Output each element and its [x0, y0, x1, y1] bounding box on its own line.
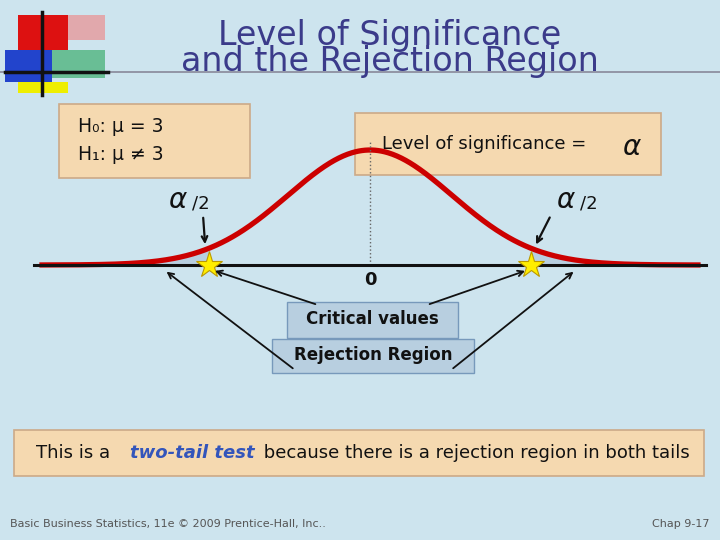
- FancyBboxPatch shape: [355, 113, 661, 175]
- Text: 0: 0: [364, 271, 377, 289]
- Polygon shape: [18, 15, 68, 50]
- Text: /2: /2: [192, 195, 210, 213]
- Text: Rejection Region: Rejection Region: [294, 346, 452, 364]
- Text: $\alpha$: $\alpha$: [556, 186, 576, 214]
- FancyBboxPatch shape: [14, 430, 704, 476]
- Polygon shape: [52, 50, 105, 78]
- Polygon shape: [531, 248, 698, 265]
- FancyBboxPatch shape: [59, 104, 250, 178]
- Polygon shape: [42, 248, 209, 265]
- Text: This is a: This is a: [36, 444, 116, 462]
- Text: $\alpha$: $\alpha$: [168, 186, 188, 214]
- Text: Level of Significance: Level of Significance: [218, 18, 562, 51]
- Polygon shape: [5, 50, 52, 82]
- Polygon shape: [68, 15, 105, 40]
- Text: Basic Business Statistics, 11e © 2009 Prentice-Hall, Inc..: Basic Business Statistics, 11e © 2009 Pr…: [10, 519, 326, 529]
- Text: H₁: μ ≠ 3: H₁: μ ≠ 3: [78, 145, 163, 165]
- Text: /2: /2: [580, 195, 598, 213]
- FancyBboxPatch shape: [272, 339, 474, 373]
- Text: H₀: μ = 3: H₀: μ = 3: [78, 117, 163, 136]
- Text: because there is a rejection region in both tails: because there is a rejection region in b…: [258, 444, 690, 462]
- Text: $\alpha$: $\alpha$: [622, 133, 642, 161]
- Text: Critical values: Critical values: [306, 310, 439, 328]
- FancyBboxPatch shape: [287, 302, 458, 338]
- Text: two-tail test: two-tail test: [130, 444, 255, 462]
- Polygon shape: [18, 82, 68, 93]
- Text: Level of significance =: Level of significance =: [382, 135, 592, 153]
- Text: Chap 9-17: Chap 9-17: [652, 519, 710, 529]
- Text: and the Rejection Region: and the Rejection Region: [181, 45, 599, 78]
